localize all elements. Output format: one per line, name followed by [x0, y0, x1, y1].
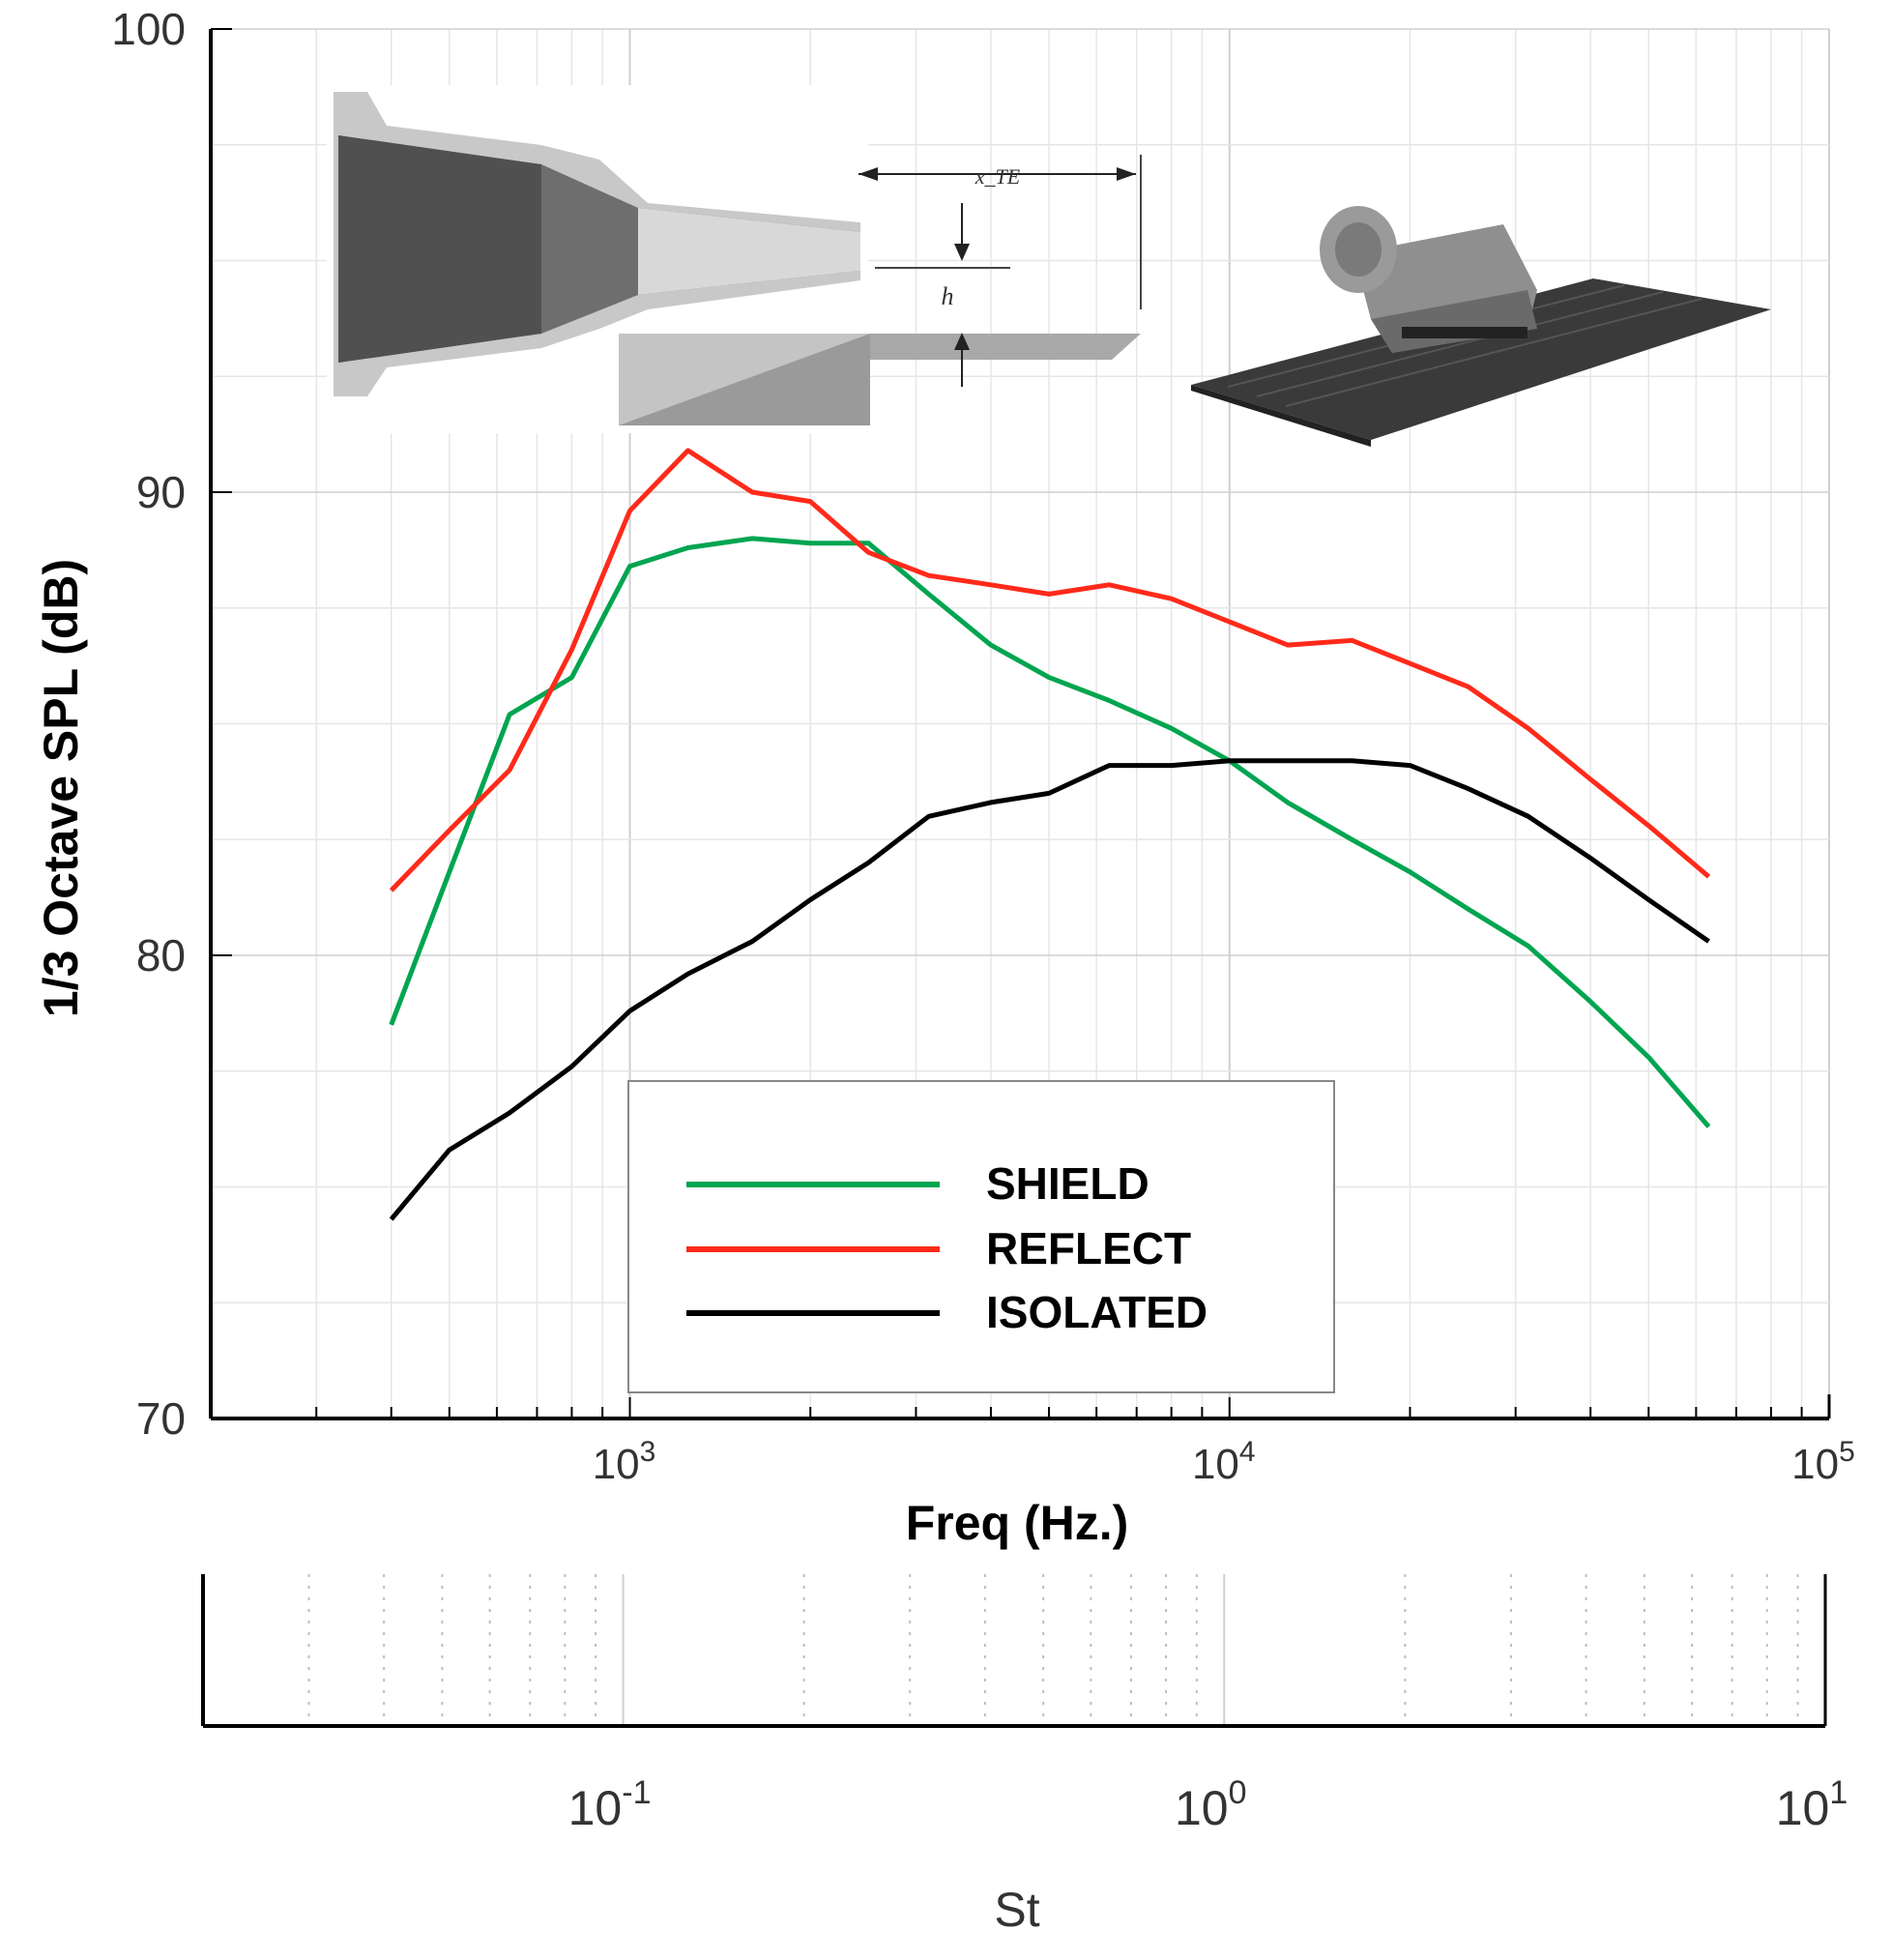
series-line-reflect: [389, 448, 1711, 892]
legend-label-isolated: ISOLATED: [986, 1287, 1207, 1337]
series-line-shield: [389, 536, 1711, 1128]
inset-distance-label: x_TE: [975, 164, 1021, 189]
model-3d-illustration: [1191, 206, 1771, 447]
main-series-group: [389, 448, 1711, 1221]
nozzle-section-illustration: x_TE h: [327, 85, 1142, 433]
series-line-isolated: [389, 758, 1710, 1221]
legend-label-shield: SHIELD: [986, 1158, 1149, 1209]
st-tick-label: 10-1: [568, 1774, 652, 1835]
legend-box: [627, 1080, 1335, 1393]
inset-height-label: h: [942, 282, 954, 310]
y-tick-label: 100: [111, 4, 186, 54]
strouhal-axis: 10-1 100 101: [201, 1574, 1848, 1835]
y-tick-label: 90: [136, 467, 186, 517]
inset-illustrations: x_TE h: [327, 85, 1771, 447]
legend: SHIELD REFLECT ISOLATED: [627, 1080, 1335, 1393]
main-axes: 70 80 90 100 103 104 105: [111, 4, 1855, 1488]
y-axis-label: 1/3 Octave SPL (dB): [34, 559, 88, 1017]
st-axis-label: St: [994, 1883, 1039, 1937]
x-axis-label: Freq (Hz.): [906, 1496, 1129, 1550]
x-tick-label: 104: [1192, 1436, 1256, 1488]
legend-label-reflect: REFLECT: [986, 1223, 1191, 1273]
x-tick-label: 105: [1791, 1436, 1855, 1488]
st-tick-label: 101: [1776, 1774, 1848, 1835]
x-tick-label: 103: [593, 1436, 656, 1488]
y-tick-label: 80: [136, 930, 186, 980]
st-tick-label: 100: [1175, 1774, 1247, 1835]
y-tick-label: 70: [136, 1393, 186, 1444]
